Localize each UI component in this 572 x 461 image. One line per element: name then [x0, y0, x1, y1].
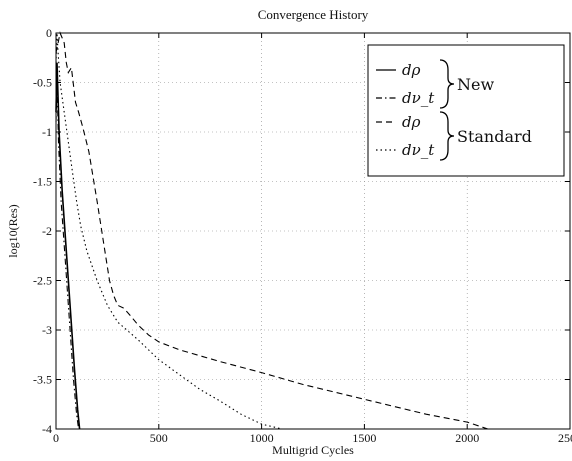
legend-box — [367, 44, 565, 177]
y-tick-label: -2.5 — [33, 274, 52, 288]
y-tick-label: -0.5 — [33, 76, 52, 90]
series-new-dnut-line — [55, 82, 80, 430]
series-layer — [55, 31, 488, 430]
y-tick-label: -1 — [42, 125, 52, 139]
legend-entry-new-drho: dρ — [402, 61, 421, 79]
legend-group-new: New — [457, 75, 494, 94]
x-tick-label: 0 — [53, 431, 59, 445]
x-tick-label: 500 — [150, 431, 168, 445]
y-tick-label: -1.5 — [33, 175, 52, 189]
y-tick-label: 0 — [46, 26, 52, 40]
brace-standard — [439, 111, 455, 161]
legend-entry-standard-drho: dρ — [402, 113, 421, 131]
y-axis-label: log10(Res) — [6, 204, 20, 257]
brace-new — [439, 59, 455, 109]
legend-entry-new-dnut: dν_t — [402, 89, 435, 107]
chart-title: Convergence History — [258, 7, 369, 22]
series-new-drho-line — [55, 62, 81, 430]
y-tick-label: -3 — [42, 323, 52, 337]
x-axis-label: Multigrid Cycles — [272, 443, 354, 457]
x-tick-label: 2000 — [455, 431, 479, 445]
legend: dρ dν_t dρ dν_t New Standard — [367, 44, 565, 177]
x-tick-label: 2500 — [558, 431, 572, 445]
x-tick-label: 1000 — [250, 431, 274, 445]
series-standard-drho-line — [55, 31, 488, 430]
axis-ticks: 0 500 1000 1500 2000 2500 0 -0.5 -1 -1.5 -2 -2.5 -3 -… — [33, 26, 572, 445]
series-standard-dnut-line — [55, 32, 283, 430]
y-tick-label: -3.5 — [33, 373, 52, 387]
legend-entry-standard-dnut: dν_t — [402, 141, 435, 159]
x-tick-label: 1500 — [352, 431, 376, 445]
legend-group-standard: Standard — [457, 127, 532, 146]
y-tick-label: -4 — [42, 422, 52, 436]
y-tick-label: -2 — [42, 224, 52, 238]
